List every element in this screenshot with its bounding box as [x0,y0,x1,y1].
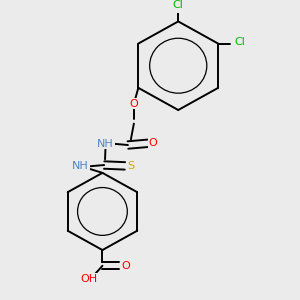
Text: NH: NH [97,139,114,148]
Text: S: S [127,161,134,171]
Text: O: O [121,261,130,271]
Text: Cl: Cl [234,37,245,47]
Text: O: O [130,99,138,109]
Text: OH: OH [80,274,98,284]
Text: Cl: Cl [173,0,184,10]
Text: O: O [149,138,158,148]
Text: NH: NH [72,161,89,171]
